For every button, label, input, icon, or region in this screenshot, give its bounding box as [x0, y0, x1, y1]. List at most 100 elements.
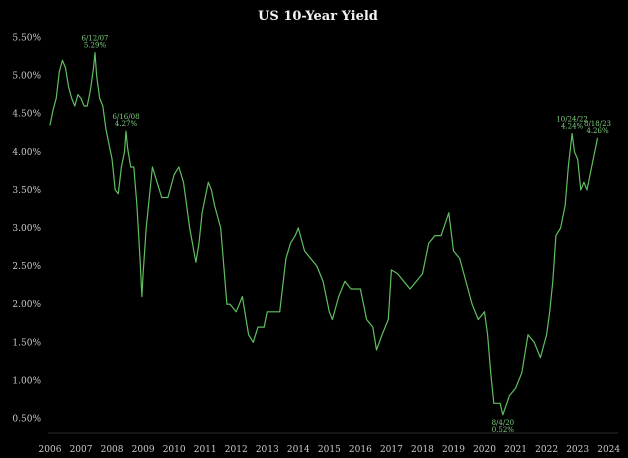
data-point	[490, 372, 492, 374]
x-tick-label: 2024	[597, 445, 620, 455]
data-point	[493, 402, 495, 404]
data-point	[178, 166, 180, 168]
data-point	[210, 189, 212, 191]
x-tick-label: 2015	[318, 445, 341, 455]
x-tick-label: 2021	[504, 445, 527, 455]
data-point	[297, 227, 299, 229]
data-point	[322, 280, 324, 282]
data-point	[409, 288, 411, 290]
point-annotation: 10/24/224.24%	[556, 115, 587, 130]
data-point	[96, 75, 98, 76]
data-point	[124, 151, 125, 153]
data-point	[58, 71, 60, 73]
data-point	[502, 414, 504, 416]
point-annotation: 6/12/075.29%	[82, 35, 109, 50]
data-point	[241, 296, 243, 298]
data-point	[86, 105, 88, 107]
data-point	[595, 143, 597, 145]
y-tick-label: 1.50%	[12, 338, 41, 348]
data-point	[465, 280, 467, 282]
data-point	[471, 303, 473, 305]
data-point	[552, 280, 554, 282]
data-point	[52, 109, 54, 111]
data-point	[273, 311, 274, 313]
annotation-value: 4.26%	[586, 127, 609, 135]
data-point	[567, 166, 569, 168]
data-point	[183, 181, 184, 183]
data-point	[539, 357, 541, 359]
data-point	[207, 181, 209, 183]
data-point	[94, 52, 96, 54]
y-tick-label: 3.50%	[12, 186, 41, 196]
annotation-date: 8/18/23	[584, 120, 611, 128]
annotation-layer: 6/12/075.29% 6/16/084.27% 8/4/200.52% 10/24…	[82, 35, 612, 434]
data-point	[173, 174, 175, 176]
data-point	[105, 128, 107, 130]
data-point	[366, 319, 368, 320]
data-point	[397, 273, 399, 275]
point-annotation: 8/4/200.52%	[492, 419, 515, 434]
data-point	[403, 280, 405, 282]
data-point	[453, 250, 454, 252]
data-point	[459, 258, 461, 259]
data-point	[201, 212, 203, 214]
data-point	[487, 334, 489, 336]
data-point	[434, 235, 436, 237]
data-point	[390, 269, 392, 271]
data-point	[229, 303, 231, 305]
x-tick-label: 2011	[194, 445, 217, 455]
data-point	[148, 197, 150, 198]
data-point	[338, 296, 340, 298]
data-point	[577, 158, 579, 160]
data-point	[161, 197, 163, 198]
data-point	[586, 189, 588, 191]
data-point	[198, 242, 200, 244]
y-tick-label: 3.00%	[12, 224, 41, 234]
data-point	[83, 105, 85, 107]
data-point	[195, 261, 197, 263]
annotation-date: 6/16/08	[113, 113, 140, 121]
data-point	[310, 258, 312, 259]
data-point	[428, 242, 430, 244]
data-point	[422, 273, 423, 275]
data-point	[527, 334, 529, 336]
data-point	[257, 326, 259, 328]
annotation-date: 8/4/20	[492, 419, 515, 427]
x-tick-label: 2022	[535, 445, 558, 455]
y-tick-label: 2.00%	[12, 300, 41, 310]
chart-title: US 10-Year Yield	[258, 9, 378, 24]
data-point	[580, 189, 582, 191]
x-tick-label: 2009	[132, 445, 155, 455]
data-point	[120, 166, 122, 168]
data-point	[331, 319, 333, 320]
data-point	[372, 326, 374, 328]
data-point	[387, 319, 389, 320]
data-point	[220, 227, 222, 229]
y-tick-label: 2.50%	[12, 262, 41, 272]
data-point	[167, 197, 169, 198]
data-point	[448, 212, 450, 214]
data-point	[139, 258, 141, 259]
data-point	[80, 97, 82, 99]
data-point	[49, 124, 51, 126]
data-point	[61, 59, 63, 61]
data-point	[111, 158, 113, 160]
data-point	[235, 311, 237, 313]
x-tick-label: 2006	[39, 445, 62, 455]
data-point	[344, 280, 346, 282]
series-layer	[49, 52, 599, 416]
data-point	[533, 341, 535, 343]
data-point	[381, 334, 383, 336]
annotation-value: 0.52%	[492, 426, 515, 434]
data-point	[477, 319, 479, 320]
x-tick-label: 2017	[380, 445, 403, 455]
data-point	[440, 235, 442, 237]
data-point	[304, 250, 305, 252]
data-point	[55, 97, 57, 99]
data-point	[77, 94, 79, 96]
data-point	[263, 326, 265, 328]
data-point	[108, 143, 110, 145]
data-point	[114, 189, 116, 191]
data-point	[564, 204, 566, 206]
